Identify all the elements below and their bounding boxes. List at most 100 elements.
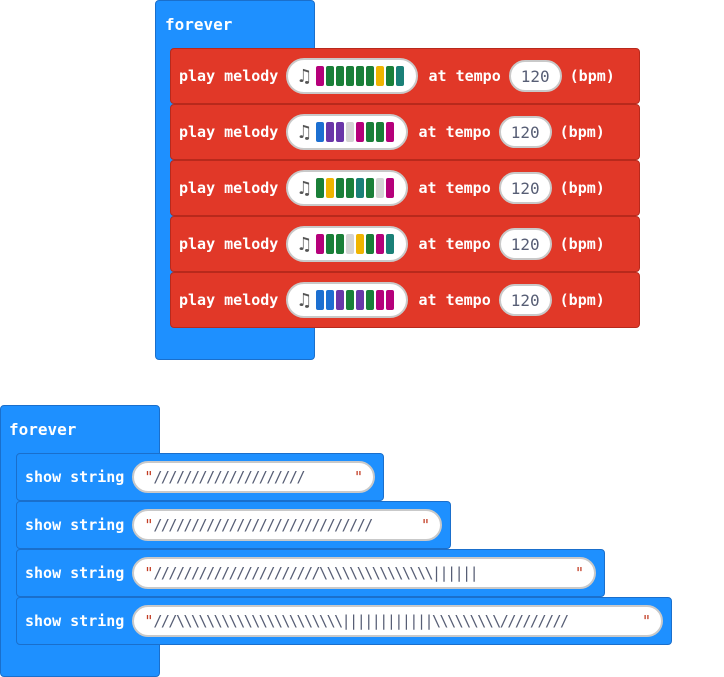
play-melody-block[interactable]: play melody ♫ at tempo 120 (bpm) (170, 160, 640, 216)
melody-note-cell (366, 290, 375, 310)
music-note-icon: ♫ (296, 121, 313, 143)
melody-note-cell (326, 178, 335, 198)
show-string-label: show string (25, 516, 125, 534)
melody-note-cell (356, 290, 365, 310)
forever-label: forever (9, 420, 77, 439)
melody-note-cell (386, 234, 395, 254)
melody-note-cell (326, 234, 335, 254)
melody-note-cell (316, 234, 325, 254)
melody-note-cell (386, 178, 395, 198)
open-quote: " (144, 516, 154, 534)
string-input[interactable]: "/////////////////////////////" (132, 509, 442, 541)
melody-note-cell (336, 234, 345, 254)
melody-note-cell (376, 290, 385, 310)
show-string-block[interactable]: show string "////////////////////////////… (16, 501, 451, 549)
tempo-input[interactable]: 120 (508, 60, 562, 92)
melody-note-cell (396, 66, 405, 86)
play-melody-label: play melody (179, 123, 279, 141)
tempo-input[interactable]: 120 (498, 172, 552, 204)
string-value: //////////////////// (153, 468, 305, 486)
string-value: ///////////////////////////// (153, 516, 373, 534)
melody-note-cell (346, 122, 355, 142)
at-tempo-label: at tempo (418, 123, 491, 141)
play-melody-label: play melody (179, 235, 279, 253)
string-input[interactable]: "////////////////////" (132, 461, 375, 493)
play-melody-label: play melody (179, 291, 279, 309)
forever-label: forever (165, 15, 233, 34)
melody-note-cell (356, 122, 365, 142)
at-tempo-label: at tempo (418, 179, 491, 197)
show-string-label: show string (25, 612, 125, 630)
at-tempo-label: at tempo (418, 235, 491, 253)
close-quote: " (574, 564, 584, 582)
melody-note-cell (326, 66, 335, 86)
show-string-label: show string (25, 564, 125, 582)
melody-note-cell (326, 122, 335, 142)
melody-note-cell (336, 66, 345, 86)
string-value: ///\\\\\\\\\\\\\\\\\\\\\\||||||||||||\\\… (153, 612, 569, 630)
music-note-icon: ♫ (296, 289, 313, 311)
bpm-label: (bpm) (559, 179, 605, 197)
melody-note-cell (336, 122, 345, 142)
melody-note-cell (326, 290, 335, 310)
open-quote: " (144, 468, 154, 486)
tempo-input[interactable]: 120 (498, 116, 552, 148)
melody-note-cell (376, 66, 385, 86)
melody-note-cell (356, 178, 365, 198)
melody-note-cell (366, 66, 375, 86)
melody-note-cell (386, 122, 395, 142)
close-quote: " (641, 612, 651, 630)
play-melody-block[interactable]: play melody ♫ at tempo 120 (bpm) (170, 104, 640, 160)
bpm-label: (bpm) (559, 123, 605, 141)
melody-note-cell (356, 66, 365, 86)
melody-note-cell (366, 122, 375, 142)
open-quote: " (144, 564, 154, 582)
melody-note-cell (376, 178, 385, 198)
at-tempo-label: at tempo (428, 67, 501, 85)
melody-editor[interactable]: ♫ (286, 114, 409, 150)
melody-note-cell (346, 234, 355, 254)
music-note-icon: ♫ (296, 177, 313, 199)
melody-note-cell (336, 178, 345, 198)
melody-note-cell (386, 290, 395, 310)
play-melody-label: play melody (179, 179, 279, 197)
melody-note-cell (316, 290, 325, 310)
melody-editor[interactable]: ♫ (286, 170, 409, 206)
tempo-input[interactable]: 120 (498, 284, 552, 316)
melody-editor[interactable]: ♫ (286, 282, 409, 318)
at-tempo-label: at tempo (418, 291, 491, 309)
close-quote: " (353, 468, 363, 486)
show-string-block[interactable]: show string "//////////////////////\\\\\\… (16, 549, 605, 597)
melody-note-cell (376, 122, 385, 142)
show-string-block[interactable]: show string "///\\\\\\\\\\\\\\\\\\\\\\|||… (16, 597, 672, 645)
melody-note-cell (316, 66, 325, 86)
play-melody-block[interactable]: play melody ♫ at tempo 120 (bpm) (170, 272, 640, 328)
melody-note-cell (316, 122, 325, 142)
melody-note-cell (366, 234, 375, 254)
bpm-label: (bpm) (559, 291, 605, 309)
bpm-label: (bpm) (559, 235, 605, 253)
melody-note-cell (386, 66, 395, 86)
show-string-block[interactable]: show string "////////////////////" (16, 453, 384, 501)
music-note-icon: ♫ (296, 233, 313, 255)
melody-note-cell (336, 290, 345, 310)
music-note-icon: ♫ (296, 65, 313, 87)
play-melody-block[interactable]: play melody ♫ at tempo 120 (bpm) (170, 48, 640, 104)
string-input[interactable]: "//////////////////////\\\\\\\\\\\\\\\||… (132, 557, 596, 589)
string-value: //////////////////////\\\\\\\\\\\\\\\|||… (153, 564, 478, 582)
melody-editor[interactable]: ♫ (286, 226, 409, 262)
melody-note-cell (346, 178, 355, 198)
melody-note-cell (356, 234, 365, 254)
melody-editor[interactable]: ♫ (286, 58, 419, 94)
play-melody-block[interactable]: play melody ♫ at tempo 120 (bpm) (170, 216, 640, 272)
melody-note-cell (316, 178, 325, 198)
tempo-input[interactable]: 120 (498, 228, 552, 260)
string-input[interactable]: "///\\\\\\\\\\\\\\\\\\\\\\||||||||||||\\… (132, 605, 663, 637)
melody-note-cell (346, 290, 355, 310)
open-quote: " (144, 612, 154, 630)
show-string-label: show string (25, 468, 125, 486)
melody-note-cell (346, 66, 355, 86)
melody-note-cell (366, 178, 375, 198)
close-quote: " (420, 516, 430, 534)
bpm-label: (bpm) (569, 67, 615, 85)
